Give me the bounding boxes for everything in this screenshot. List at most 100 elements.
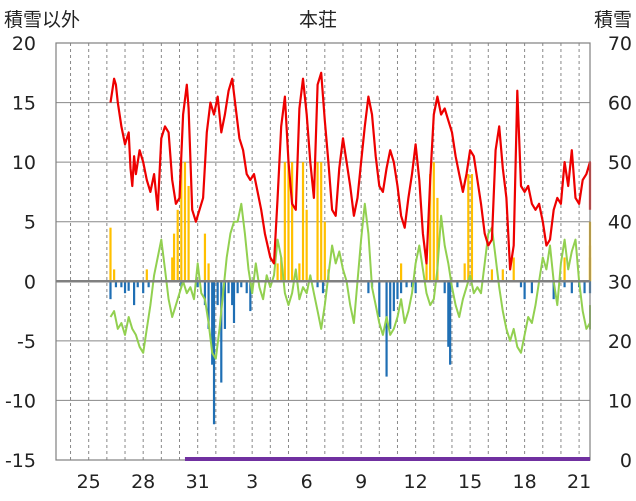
snowfall-bar bbox=[172, 233, 176, 282]
snowfall-bar bbox=[432, 162, 435, 282]
negative_bars-bar bbox=[236, 281, 239, 294]
left-axis-title: 積雪以外 bbox=[4, 9, 80, 31]
left-tick-label: -10 bbox=[5, 390, 36, 412]
snowfall-bar bbox=[203, 233, 207, 282]
negative_bars-bar bbox=[530, 281, 533, 294]
snowfall-bar bbox=[501, 269, 504, 282]
negative_bars-bar bbox=[405, 281, 408, 288]
right-tick-label: 20 bbox=[608, 331, 632, 353]
left-tick-label: 15 bbox=[12, 93, 36, 115]
negative_bars-bar bbox=[385, 281, 388, 377]
snowfall-bar bbox=[323, 221, 326, 282]
snowfall-bar bbox=[113, 269, 116, 282]
x-tick-label: 12 bbox=[404, 471, 428, 493]
negative_bars-bar bbox=[321, 281, 325, 294]
chart-title: 本荘 bbox=[299, 9, 337, 31]
series-lines bbox=[109, 71, 592, 360]
negative_bars-bar bbox=[443, 281, 446, 294]
snowfall-bar bbox=[301, 162, 305, 282]
x-tick-label: 9 bbox=[355, 471, 367, 493]
snowfall-bar bbox=[467, 174, 470, 282]
left-tick-label: 0 bbox=[24, 271, 36, 293]
negative_bars-bar bbox=[389, 281, 392, 329]
negative_bars-bar bbox=[449, 281, 452, 365]
negative_bars-bar bbox=[456, 281, 459, 288]
negative_bars-bar bbox=[447, 281, 450, 347]
snowfall-bar bbox=[280, 257, 283, 282]
negative_bars-bar bbox=[563, 281, 566, 288]
snowfall-bar bbox=[400, 263, 403, 282]
snowfall-bar bbox=[287, 162, 290, 282]
x-tick-label: 25 bbox=[77, 471, 101, 493]
negative_bars-bar bbox=[570, 281, 573, 294]
negative_bars-bar bbox=[227, 281, 230, 294]
snowfall-bar bbox=[490, 269, 494, 282]
right-tick-label: 60 bbox=[608, 93, 632, 115]
snowfall-bar bbox=[305, 209, 308, 282]
right-tick-label: 70 bbox=[608, 33, 632, 55]
negative_bars-bar bbox=[147, 281, 150, 288]
snowfall-bar bbox=[283, 162, 286, 282]
snowfall-bar bbox=[563, 257, 566, 282]
snowfall-bar bbox=[180, 162, 183, 282]
negative_bars-bar bbox=[196, 281, 199, 288]
right-tick-label: 10 bbox=[608, 390, 632, 412]
negative_bars-bar bbox=[245, 281, 248, 294]
negative_bars-bar bbox=[231, 281, 234, 306]
negative_bars-bar bbox=[396, 281, 399, 300]
negative_bars-bar bbox=[519, 281, 523, 288]
snowfall-bar bbox=[470, 174, 474, 282]
negative_bars-bar bbox=[523, 281, 526, 300]
negative_bars-bar bbox=[367, 281, 370, 294]
right-tick-label: 50 bbox=[608, 152, 632, 174]
axes bbox=[55, 42, 591, 461]
x-tick-label: 6 bbox=[301, 471, 313, 493]
negative_bars-bar bbox=[392, 281, 395, 312]
negative_bars-bar bbox=[142, 281, 145, 294]
negative_bars-bar bbox=[133, 281, 136, 306]
snowfall-bar bbox=[145, 269, 148, 282]
temperature-line bbox=[109, 202, 591, 360]
snowfall-bar bbox=[463, 263, 466, 282]
snowfall-bar bbox=[109, 227, 112, 282]
negative_bars-bar bbox=[410, 281, 414, 288]
negative_bars-bar bbox=[211, 281, 214, 365]
snowfall-bar bbox=[298, 263, 301, 282]
negative_bars-bar bbox=[212, 281, 216, 425]
negative_bars-bar bbox=[123, 281, 127, 294]
right-tick-label: 0 bbox=[620, 450, 632, 472]
left-tick-label: 5 bbox=[24, 212, 36, 234]
negative_bars-bar bbox=[552, 281, 555, 300]
negative_bars-bar bbox=[583, 281, 586, 294]
negative_bars-bar bbox=[114, 281, 118, 288]
x-tick-label: 3 bbox=[246, 471, 258, 493]
left-tick-label: -15 bbox=[5, 450, 36, 472]
x-tick-label: 31 bbox=[186, 471, 210, 493]
left-tick-label: -5 bbox=[17, 331, 36, 353]
snowfall-bar bbox=[187, 185, 190, 282]
negative_bars-bar bbox=[414, 281, 417, 294]
negative_bars-bar bbox=[207, 281, 210, 329]
negative_bars-bar bbox=[220, 281, 223, 383]
snowfall-bar bbox=[512, 257, 515, 282]
left-tick-label: 20 bbox=[12, 33, 36, 55]
snowfall-bar bbox=[320, 162, 323, 282]
snowfall-bar bbox=[207, 263, 210, 282]
negative_bars-bar bbox=[109, 281, 112, 300]
snowfall-bar bbox=[183, 162, 187, 282]
negative_bars-bar bbox=[120, 281, 123, 288]
x-tick-label: 28 bbox=[131, 471, 155, 493]
negative_bars-bar bbox=[216, 281, 219, 306]
negative_bars-bar bbox=[316, 281, 319, 288]
negative_bars-bar bbox=[127, 281, 130, 291]
snowfall-bar bbox=[176, 209, 179, 282]
bars bbox=[109, 162, 592, 425]
right-tick-label: 30 bbox=[608, 271, 632, 293]
snow_depth-line bbox=[109, 71, 592, 271]
negative_bars-bar bbox=[203, 281, 207, 306]
negative_bars-bar bbox=[223, 281, 227, 329]
negative_bars-bar bbox=[400, 281, 403, 294]
x-tick-label: 21 bbox=[567, 471, 591, 493]
